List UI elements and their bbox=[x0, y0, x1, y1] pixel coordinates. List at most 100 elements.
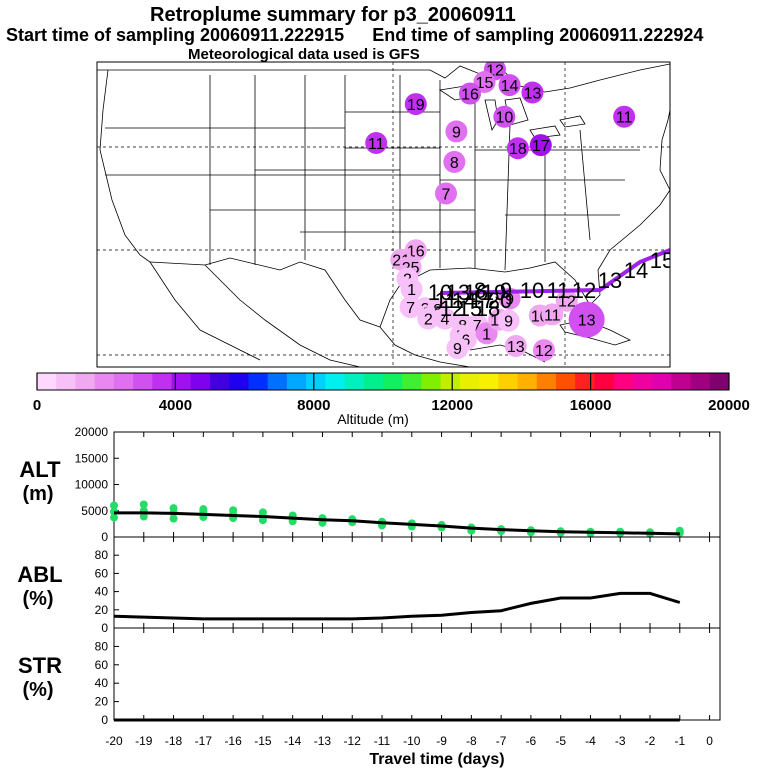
colorbar-swatch bbox=[402, 373, 422, 390]
colorbar-swatch bbox=[479, 373, 499, 390]
colorbar-swatch bbox=[286, 373, 307, 390]
trajectory-label: 15 bbox=[650, 248, 674, 273]
trajectory-label: 19 bbox=[482, 280, 506, 305]
sampling-times: Start time of sampling 20060911.222915 En… bbox=[6, 25, 703, 46]
plume-label: 13 bbox=[524, 86, 542, 103]
plume-marker bbox=[493, 105, 516, 128]
colorbar-swatch bbox=[632, 373, 653, 390]
altitude-colorbar: 0 4000 8000 12000 16000 20000 bbox=[33, 372, 750, 414]
scatter-point bbox=[110, 513, 118, 522]
x-tick-label: -14 bbox=[284, 734, 302, 748]
plume-label: 13 bbox=[507, 339, 525, 356]
plume-label: 7 bbox=[473, 318, 482, 335]
x-axis-title: Travel time (days) bbox=[369, 751, 504, 768]
colorbar-swatch bbox=[652, 373, 672, 390]
plume-label: 17 bbox=[532, 138, 550, 155]
colorbar-swatch bbox=[133, 373, 153, 390]
plume-label: 12 bbox=[558, 294, 576, 311]
colorbar-tick-label: 0 bbox=[33, 397, 41, 414]
y-tick-label: 20 bbox=[95, 603, 109, 617]
colorbar-swatch bbox=[536, 373, 557, 390]
plume-marker bbox=[433, 307, 456, 330]
trajectory-label: 20 bbox=[488, 288, 512, 313]
plume-label: 9 bbox=[453, 341, 462, 358]
plume-label: 8 bbox=[450, 155, 459, 172]
scatter-point bbox=[258, 516, 267, 525]
colorbar-swatch bbox=[56, 373, 76, 390]
plume-markers: 1215141316191011911181787162125217384287… bbox=[365, 62, 636, 362]
plume-marker bbox=[506, 137, 529, 160]
x-tick-label: -19 bbox=[135, 734, 153, 748]
trajectory-label: 16 bbox=[464, 280, 488, 305]
plume-marker bbox=[400, 278, 423, 301]
x-tick-label: -13 bbox=[314, 734, 332, 748]
title-block: Retroplume summary for p3_20060911 Start… bbox=[0, 0, 768, 64]
colorbar-tick-label: 12000 bbox=[431, 397, 473, 414]
plume-marker bbox=[521, 81, 544, 104]
trajectory-label: 18 bbox=[476, 296, 500, 321]
map-frame bbox=[96, 61, 671, 368]
colorbar-swatch bbox=[517, 373, 538, 390]
y-tick-label: 5000 bbox=[81, 504, 108, 518]
colorbar-swatch bbox=[709, 373, 730, 390]
trajectory-label: 11 bbox=[547, 278, 570, 303]
plume-marker bbox=[555, 289, 578, 312]
plume-marker bbox=[435, 182, 458, 205]
series-line bbox=[114, 511, 680, 536]
plume-marker bbox=[365, 131, 388, 154]
colorbar-swatch bbox=[267, 373, 288, 390]
plume-marker bbox=[498, 74, 521, 97]
x-tick-label: -8 bbox=[466, 734, 477, 748]
plume-label: 11 bbox=[544, 307, 561, 324]
plume-marker bbox=[446, 337, 469, 360]
series-line bbox=[113, 591, 681, 621]
plume-marker bbox=[613, 105, 636, 128]
map-geography: 1215141316191011911181787162125217384287… bbox=[97, 62, 674, 367]
plume-marker bbox=[532, 339, 555, 362]
trajectory-label: 13 bbox=[598, 268, 622, 293]
x-tick-label: -3 bbox=[615, 734, 626, 748]
plume-label: 16 bbox=[461, 87, 479, 104]
plume-label: 1 bbox=[407, 282, 416, 299]
y-tick-label: 0 bbox=[101, 530, 108, 544]
x-tick-label: -5 bbox=[555, 734, 566, 748]
plume-label: 1 bbox=[482, 326, 491, 343]
panel-frame bbox=[113, 627, 721, 721]
x-tick-label: -7 bbox=[496, 734, 507, 748]
colorbar-tick-label: 4000 bbox=[159, 397, 192, 414]
colorbar-swatch bbox=[556, 373, 576, 390]
x-tick-label: -12 bbox=[344, 734, 362, 748]
colorbar-swatch bbox=[344, 373, 365, 390]
colorbar-tick-label: 20000 bbox=[708, 397, 750, 414]
plume-marker bbox=[417, 307, 440, 330]
colorbar-swatch bbox=[248, 373, 269, 390]
colorbar-swatch bbox=[94, 373, 115, 390]
panel-label: STR bbox=[18, 653, 62, 678]
colorbar-swatch bbox=[383, 373, 403, 390]
y-tick-label: 40 bbox=[95, 676, 109, 690]
colorbar-swatch bbox=[421, 373, 442, 390]
y-tick-label: 0 bbox=[101, 621, 108, 635]
y-tick-label: 60 bbox=[95, 658, 109, 672]
y-tick-label: 15000 bbox=[75, 451, 109, 465]
plume-label: 9 bbox=[504, 314, 513, 331]
time-series-panels: 20000150001000050000ALT(m)806040200ABL(%… bbox=[17, 425, 721, 768]
x-tick-label: -17 bbox=[195, 734, 213, 748]
x-tick-label: -10 bbox=[403, 734, 421, 748]
trajectory-line bbox=[439, 248, 670, 295]
plume-label: 18 bbox=[509, 141, 527, 158]
trajectory-label: 12 bbox=[440, 296, 464, 321]
plume-marker bbox=[404, 93, 427, 116]
plume-label: 9 bbox=[452, 124, 461, 141]
x-tick-label: -4 bbox=[585, 734, 596, 748]
plume-label: 7 bbox=[442, 186, 451, 203]
plume-label: 19 bbox=[407, 97, 425, 114]
plume-marker bbox=[443, 150, 466, 173]
panel-unit-label: (%) bbox=[22, 679, 53, 701]
y-tick-label: 0 bbox=[101, 713, 108, 727]
colorbar-title: Altitude (m) bbox=[337, 411, 409, 427]
plot-title: Retroplume summary for p3_20060911 bbox=[150, 4, 516, 26]
x-tick-label: -9 bbox=[436, 734, 447, 748]
